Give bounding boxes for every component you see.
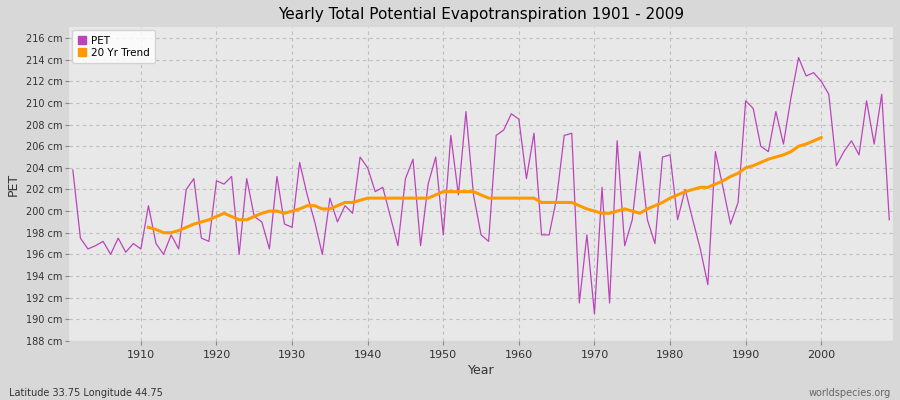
Text: Latitude 33.75 Longitude 44.75: Latitude 33.75 Longitude 44.75 — [9, 388, 163, 398]
Text: worldspecies.org: worldspecies.org — [809, 388, 891, 398]
X-axis label: Year: Year — [468, 364, 494, 377]
Y-axis label: PET: PET — [7, 172, 20, 196]
Legend: PET, 20 Yr Trend: PET, 20 Yr Trend — [72, 30, 155, 63]
Title: Yearly Total Potential Evapotranspiration 1901 - 2009: Yearly Total Potential Evapotranspiratio… — [278, 7, 684, 22]
